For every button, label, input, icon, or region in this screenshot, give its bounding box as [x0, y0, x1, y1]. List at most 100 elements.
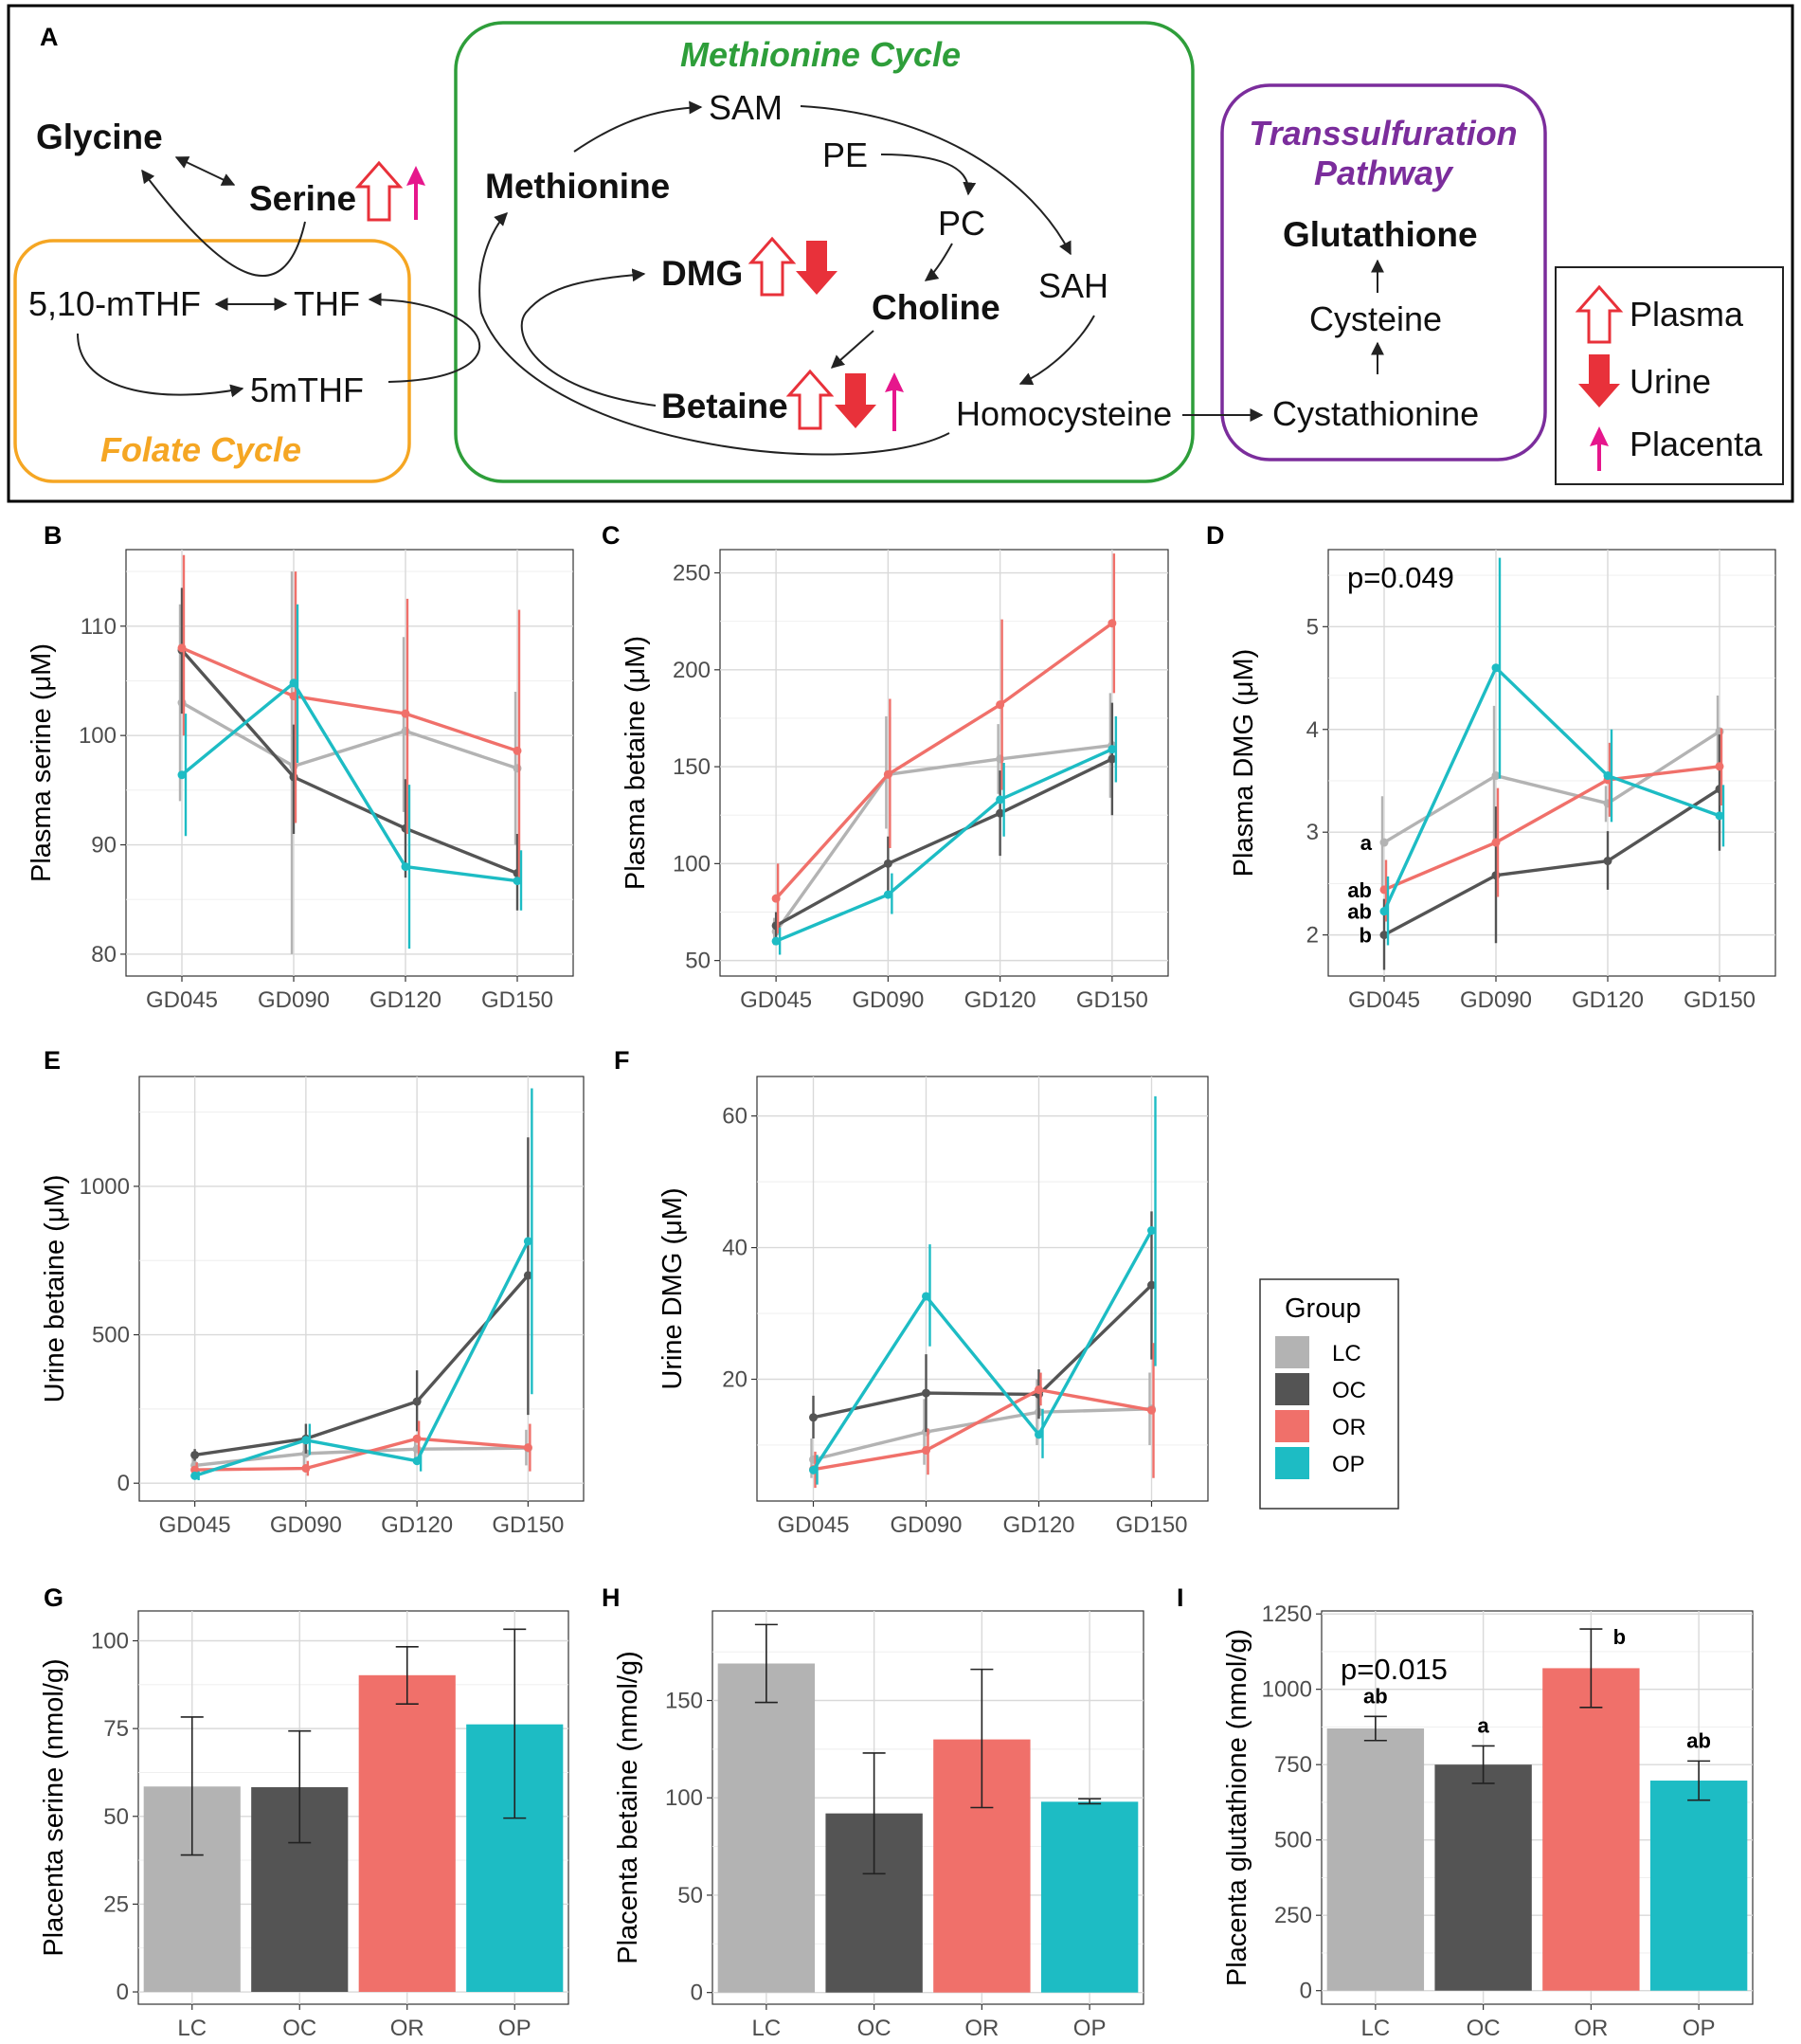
data-point [884, 859, 892, 868]
x-tick-label-gd090: GD090 [1460, 987, 1532, 1013]
significance-letter: ab [1347, 878, 1372, 902]
betaine-indicators [789, 371, 904, 431]
x-tick-label-lc: LC [177, 2016, 207, 2041]
x-tick-label-gd120: GD120 [381, 1512, 453, 1538]
y-tick-label: 50 [677, 1883, 703, 1908]
group-legend: Group LCOCOROP [1260, 1279, 1398, 1509]
panel-e: E 05001000GD045 GD090 GD120 GD150Urine beta… [40, 1046, 584, 1538]
node-dmg: DMG [661, 254, 743, 293]
x-tick-label-gd045: GD045 [146, 987, 218, 1013]
significance-letter: a [1360, 831, 1373, 855]
diagram-frame [9, 6, 1792, 501]
node-cystathionine: Cystathionine [1272, 394, 1479, 433]
urine-betaine-chart: 05001000GD045 GD090 GD120 GD150Urine betain… [40, 1076, 584, 1538]
serine-indicators [358, 163, 425, 220]
y-tick-label: 150 [665, 1689, 703, 1714]
panel-label-b: B [44, 521, 63, 550]
data-point [1604, 771, 1612, 780]
placenta-up-arrow-icon [885, 372, 904, 431]
y-tick-label: 90 [91, 833, 117, 859]
y-axis-title: Placenta serine (nmol/g) [39, 1658, 69, 1956]
plasma-betaine-chart: 50 100 150 200 250 GD045 GD090 GD120 GD150 Plasma… [621, 550, 1168, 1013]
urine-down-arrow-icon [796, 241, 837, 295]
panel-g: G 0255075100LC OC OR OPPlacenta serine (nmo… [39, 1583, 568, 2041]
urine-down-arrow-icon [835, 373, 876, 428]
plot-panel [126, 550, 573, 976]
data-point [996, 700, 1004, 709]
node-cysteine: Cysteine [1309, 299, 1442, 338]
x-tick-label-op: OP [1683, 2016, 1716, 2041]
y-tick-label: 250 [1274, 1903, 1312, 1928]
data-point [524, 1237, 532, 1245]
x-tick-label-gd150: GD150 [481, 987, 553, 1013]
x-tick-label-gd120: GD120 [964, 987, 1036, 1013]
y-axis-title: Urine DMG (μM) [657, 1187, 688, 1389]
panel-label-h: H [602, 1583, 621, 1612]
y-tick-label: 0 [117, 1980, 129, 2005]
node-5mthf: 5mTHF [250, 371, 364, 409]
node-5-10-mthf: 5,10-mTHF [28, 284, 201, 323]
data-point [301, 1436, 310, 1444]
data-point [1716, 811, 1724, 820]
significance-letter: ab [1686, 1728, 1711, 1752]
y-tick-label: 500 [92, 1323, 130, 1348]
node-sam: SAM [709, 88, 783, 127]
bar-or [1542, 1668, 1639, 1990]
data-point [922, 1446, 930, 1455]
y-tick-label: 0 [1300, 1979, 1312, 2004]
data-point [513, 747, 522, 755]
data-point [1035, 1430, 1043, 1438]
significance-letter: a [1478, 1713, 1490, 1737]
data-point [1108, 745, 1116, 753]
x-tick-label-oc: OC [282, 2016, 316, 2041]
y-tick-label: 0 [117, 1471, 130, 1496]
node-sah: SAH [1038, 266, 1108, 305]
panel-label-g: G [44, 1583, 63, 1612]
data-point [1492, 663, 1501, 672]
node-serine: Serine [249, 179, 356, 218]
y-tick-label: 250 [673, 561, 711, 587]
data-point [884, 891, 892, 899]
x-tick-label-oc: OC [1467, 2016, 1501, 2041]
bar-op [1041, 1801, 1138, 1992]
data-point [1492, 839, 1501, 847]
data-point [772, 937, 781, 946]
y-tick-label: 40 [722, 1236, 747, 1261]
x-tick-label-gd090: GD090 [258, 987, 330, 1013]
node-choline: Choline [872, 288, 1000, 327]
y-tick-label: 1250 [1262, 1601, 1312, 1627]
transsulfuration-title-1: Transsulfuration [1249, 114, 1517, 153]
bar-lc [718, 1663, 815, 1992]
x-tick-label-gd090: GD090 [270, 1512, 342, 1538]
x-tick-label-or: OR [964, 2016, 999, 2041]
bar-oc [1434, 1764, 1531, 1991]
panel-label-a: A [40, 23, 59, 51]
y-axis-title: Urine betaine (μM) [40, 1175, 70, 1403]
node-betaine: Betaine [661, 387, 788, 425]
bar-lc [1327, 1728, 1424, 1991]
legend-key-lc [1275, 1336, 1309, 1368]
y-axis-title: Plasma serine (μM) [27, 643, 57, 882]
placenta-up-arrow-icon [406, 166, 425, 220]
significance-letter: b [1360, 924, 1372, 948]
figure-root: A Folate Cycle Methionine Cycle Transsul… [0, 0, 1801, 2044]
panel-f: F 204060GD045 GD090 GD120 GD150Urine DMG (μ… [614, 1046, 1208, 1538]
legend-placenta-label: Placenta [1630, 425, 1763, 463]
data-point [190, 1451, 199, 1459]
dmg-indicators [751, 239, 837, 295]
plasma-up-arrow-icon [751, 239, 793, 295]
legend-key-oc [1275, 1373, 1309, 1405]
data-point [413, 1398, 422, 1406]
data-point [178, 770, 187, 779]
x-tick-label-lc: LC [752, 2016, 782, 2041]
y-tick-label: 2 [1306, 923, 1319, 949]
panel-label-e: E [44, 1046, 61, 1075]
y-tick-label: 3 [1306, 820, 1319, 845]
x-tick-label-gd150: GD150 [492, 1512, 564, 1538]
x-tick-label-oc: OC [857, 2016, 891, 2041]
legend-urine-label: Urine [1630, 362, 1711, 401]
transsulfuration-title-2: Pathway [1314, 154, 1454, 192]
legend-key-op [1275, 1447, 1309, 1479]
panel-i: I 025050075010001250LC OC OR OPPlacenta glu… [1177, 1583, 1753, 2041]
y-tick-label: 750 [1274, 1752, 1312, 1778]
